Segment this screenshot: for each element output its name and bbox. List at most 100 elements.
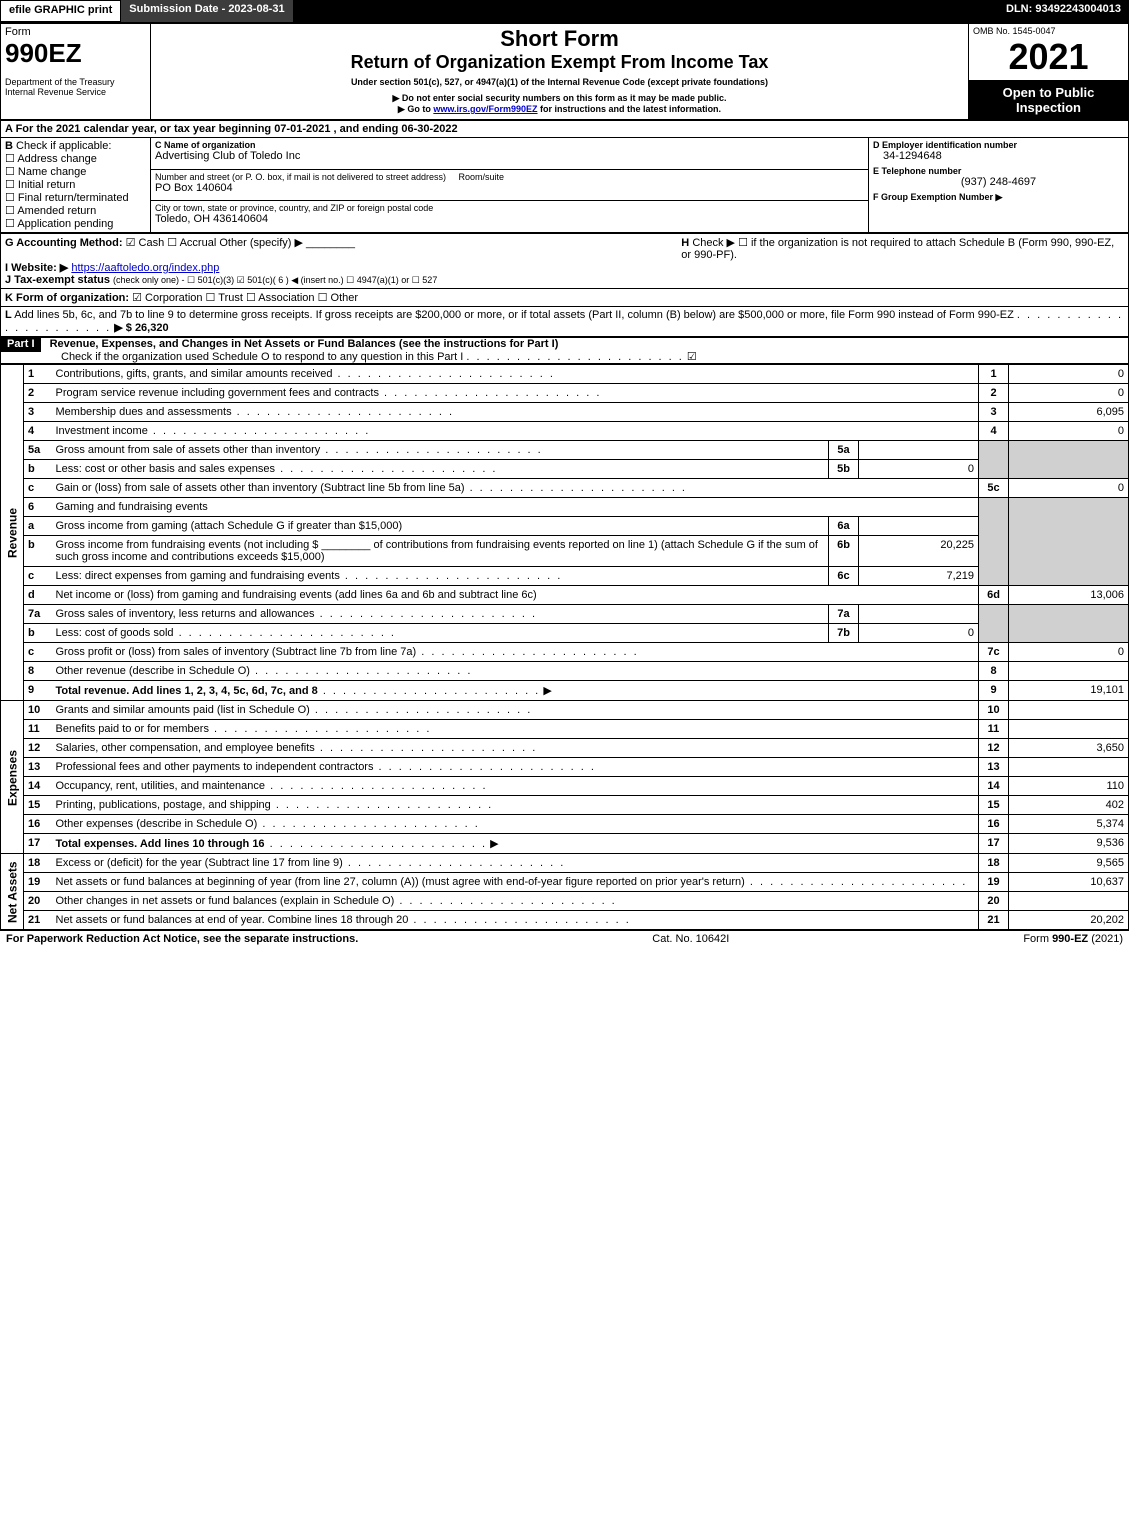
part1-check-text: Check if the organization used Schedule …	[1, 351, 463, 363]
l10-amt	[1009, 701, 1129, 720]
l5a-iamt	[859, 441, 979, 460]
l3-num: 3	[24, 403, 52, 422]
l18-box: 18	[979, 854, 1009, 873]
page-footer: For Paperwork Reduction Act Notice, see …	[0, 930, 1129, 947]
l5b-ibox: 5b	[829, 460, 859, 479]
l21-amt: 20,202	[1009, 911, 1129, 930]
l5a-num: 5a	[24, 441, 52, 460]
l9-box: 9	[979, 681, 1009, 701]
l17-box: 17	[979, 834, 1009, 854]
l4-text: Investment income	[56, 425, 148, 437]
k-label: K Form of organization:	[5, 292, 129, 304]
l1-amt: 0	[1009, 365, 1129, 384]
l14-text: Occupancy, rent, utilities, and maintena…	[56, 780, 266, 792]
l13-amt	[1009, 758, 1129, 777]
l5a-ibox: 5a	[829, 441, 859, 460]
l5c-amt: 0	[1009, 479, 1129, 498]
l12-box: 12	[979, 739, 1009, 758]
l6c-ibox: 6c	[829, 567, 859, 586]
l9-text: Total revenue. Add lines 1, 2, 3, 4, 5c,…	[56, 685, 318, 697]
l21-text: Net assets or fund balances at end of ye…	[56, 914, 409, 926]
l19-text: Net assets or fund balances at beginning…	[56, 876, 745, 888]
l14-amt: 110	[1009, 777, 1129, 796]
l16-num: 16	[24, 815, 52, 834]
l11-text: Benefits paid to or for members	[56, 723, 209, 735]
part1-title: Revenue, Expenses, and Changes in Net As…	[44, 338, 559, 350]
l16-amt: 5,374	[1009, 815, 1129, 834]
footer-mid: Cat. No. 10642I	[652, 933, 729, 945]
main-title: Return of Organization Exempt From Incom…	[155, 52, 964, 73]
l13-box: 13	[979, 758, 1009, 777]
dln-label: DLN: 93492243004013	[998, 0, 1129, 22]
expenses-section-label: Expenses	[1, 701, 24, 854]
l7a-ibox: 7a	[829, 605, 859, 624]
f-label: F Group Exemption Number ▶	[873, 192, 1124, 203]
l11-box: 11	[979, 720, 1009, 739]
l6b-text: Gross income from fundraising events (no…	[56, 539, 319, 551]
website-link[interactable]: https://aaftoledo.org/index.php	[71, 262, 219, 274]
l17-amt: 9,536	[1009, 834, 1129, 854]
efile-label[interactable]: efile GRAPHIC print	[0, 0, 121, 22]
b-check-label: Check if applicable:	[16, 140, 111, 152]
l4-box: 4	[979, 422, 1009, 441]
org-name: Advertising Club of Toledo Inc	[155, 150, 864, 162]
l9-num: 9	[24, 681, 52, 701]
l7a-num: 7a	[24, 605, 52, 624]
l7b-text: Less: cost of goods sold	[56, 627, 174, 639]
l6b-iamt: 20,225	[859, 536, 979, 567]
l6a-ibox: 6a	[829, 517, 859, 536]
c-name-label: C Name of organization	[155, 140, 864, 150]
l4-amt: 0	[1009, 422, 1129, 441]
b-opt-0[interactable]: ☐ Address change	[5, 153, 97, 165]
g-cash[interactable]: ☑ Cash	[126, 237, 165, 249]
b-opt-4[interactable]: ☐ Amended return	[5, 205, 96, 217]
line-a: A For the 2021 calendar year, or tax yea…	[1, 121, 1129, 138]
l11-num: 11	[24, 720, 52, 739]
l6c-num: c	[24, 567, 52, 586]
l14-box: 14	[979, 777, 1009, 796]
l10-num: 10	[24, 701, 52, 720]
l19-num: 19	[24, 873, 52, 892]
e-label: E Telephone number	[873, 166, 1124, 176]
tax-year: 2021	[973, 36, 1124, 78]
l10-text: Grants and similar amounts paid (list in…	[56, 704, 310, 716]
g-label: G Accounting Method:	[5, 237, 123, 249]
section-ghijkl: G Accounting Method: ☑ Cash ☐ Accrual Ot…	[0, 233, 1129, 337]
l6d-num: d	[24, 586, 52, 605]
g-accrual[interactable]: ☐ Accrual	[167, 237, 216, 249]
l20-amt	[1009, 892, 1129, 911]
l7c-box: 7c	[979, 643, 1009, 662]
note-ssn: ▶ Do not enter social security numbers o…	[155, 93, 964, 104]
irs-link[interactable]: www.irs.gov/Form990EZ	[433, 104, 537, 114]
l6c-iamt: 7,219	[859, 567, 979, 586]
l7a-iamt	[859, 605, 979, 624]
l1-num: 1	[24, 365, 52, 384]
l19-amt: 10,637	[1009, 873, 1129, 892]
l8-num: 8	[24, 662, 52, 681]
b-opt-3[interactable]: ☐ Final return/terminated	[5, 192, 129, 204]
form-header-table: Form 990EZ Department of the Treasury In…	[0, 22, 1129, 120]
revenue-section-label: Revenue	[1, 365, 24, 701]
b-label: B	[5, 140, 13, 152]
b-opt-2[interactable]: ☐ Initial return	[5, 179, 75, 191]
b-opt-5[interactable]: ☐ Application pending	[5, 218, 113, 230]
subtitle: Under section 501(c), 527, or 4947(a)(1)…	[155, 77, 964, 87]
l1-box: 1	[979, 365, 1009, 384]
l20-box: 20	[979, 892, 1009, 911]
g-other[interactable]: Other (specify) ▶ ________	[219, 237, 355, 249]
l3-text: Membership dues and assessments	[56, 406, 232, 418]
part1-checkbox[interactable]: ☑	[687, 351, 697, 363]
k-text: ☑ Corporation ☐ Trust ☐ Association ☐ Ot…	[132, 292, 358, 304]
netassets-section-label: Net Assets	[1, 854, 24, 930]
part1-label: Part I	[1, 336, 41, 352]
l6a-num: a	[24, 517, 52, 536]
short-form-title: Short Form	[155, 26, 964, 52]
l3-box: 3	[979, 403, 1009, 422]
l14-num: 14	[24, 777, 52, 796]
l20-text: Other changes in net assets or fund bala…	[56, 895, 395, 907]
section-a-table: A For the 2021 calendar year, or tax yea…	[0, 120, 1129, 233]
b-opt-1[interactable]: ☐ Name change	[5, 166, 86, 178]
h-label: H	[681, 237, 689, 249]
l6a-text: Gross income from gaming (attach Schedul…	[52, 517, 829, 536]
l15-amt: 402	[1009, 796, 1129, 815]
